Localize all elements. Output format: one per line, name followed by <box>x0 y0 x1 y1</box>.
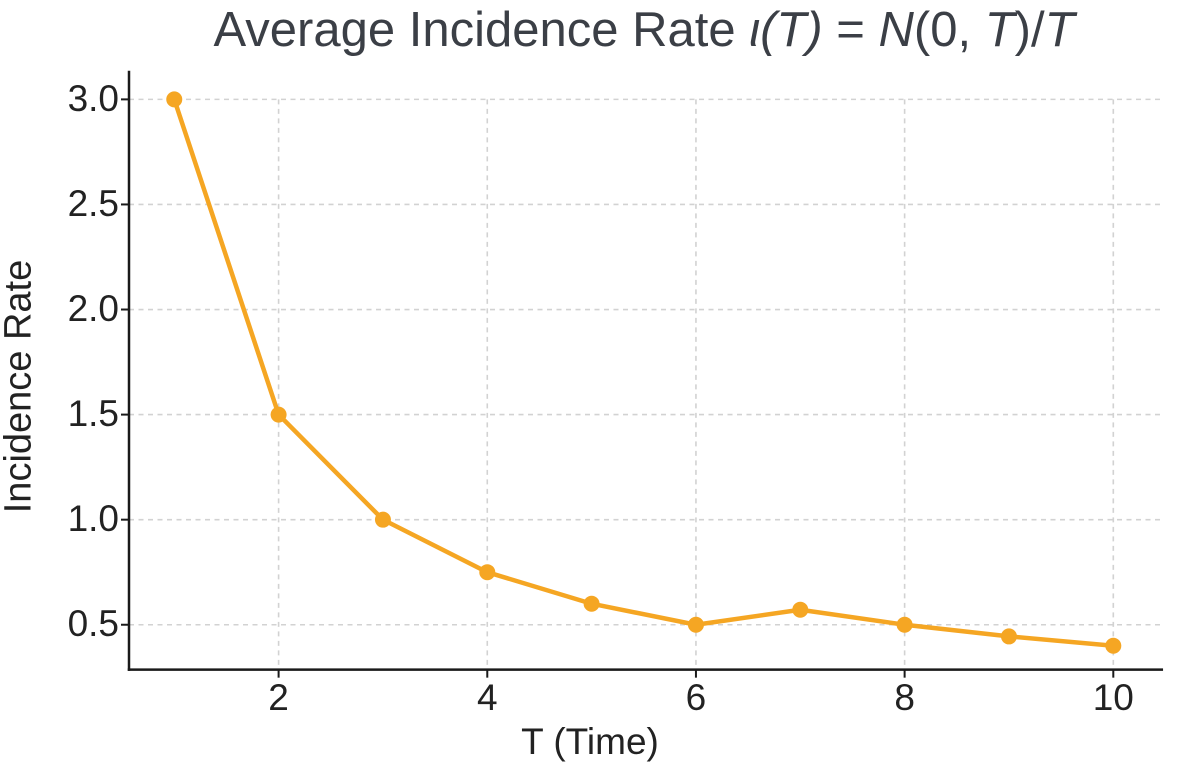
svg-text:4: 4 <box>477 677 498 718</box>
svg-text:1.0: 1.0 <box>68 498 119 539</box>
svg-text:2: 2 <box>268 677 289 718</box>
svg-text:2.5: 2.5 <box>68 183 119 224</box>
svg-text:1.5: 1.5 <box>68 393 119 434</box>
svg-text:0.5: 0.5 <box>68 603 119 644</box>
svg-text:2.0: 2.0 <box>68 288 119 329</box>
svg-text:3.0: 3.0 <box>68 78 119 119</box>
svg-text:8: 8 <box>894 677 915 718</box>
svg-text:6: 6 <box>686 677 707 718</box>
svg-text:10: 10 <box>1093 677 1134 718</box>
